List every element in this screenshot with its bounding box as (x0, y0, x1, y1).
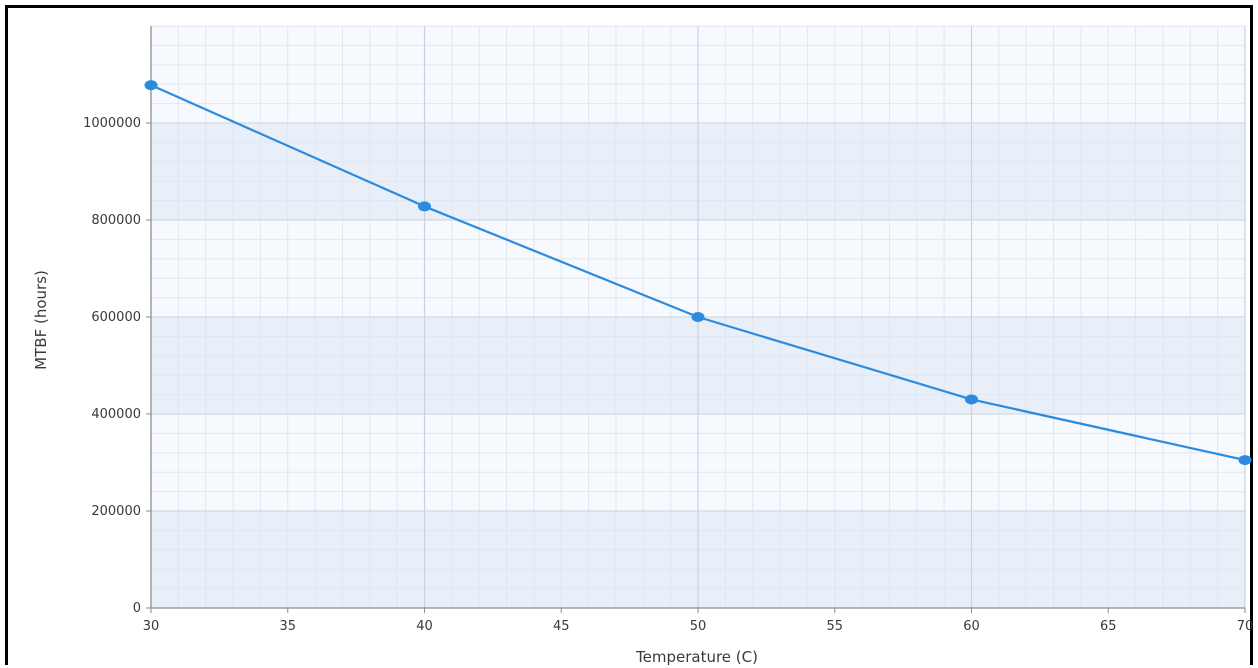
x-tick-label: 65 (1100, 619, 1117, 634)
y-tick-label: 200000 (91, 504, 141, 519)
x-tick-label: 50 (690, 619, 707, 634)
data-point (144, 80, 158, 91)
x-tick-label: 30 (143, 619, 160, 634)
x-tick-label: 35 (279, 619, 296, 634)
axes (146, 26, 1246, 613)
x-tick-labels: 30 35 40 45 50 55 60 65 70 (143, 619, 1254, 634)
y-tick-labels: 0 200000 400000 600000 800000 1000000 (83, 116, 141, 616)
y-axis-title: MTBF (hours) (32, 270, 50, 370)
data-point (418, 201, 431, 212)
y-tick-label: 800000 (91, 213, 141, 228)
data-point (965, 394, 978, 405)
x-tick-label: 40 (416, 619, 433, 634)
x-axis-title: Temperature (C) (635, 648, 758, 666)
x-tick-label: 55 (826, 619, 843, 634)
y-tick-label: 400000 (91, 407, 141, 422)
y-tick-label: 600000 (91, 310, 141, 325)
x-tick-label: 45 (553, 619, 570, 634)
series-group (144, 80, 1252, 466)
mtbf-line-chart: 30 35 40 45 50 55 60 65 70 0 200000 400000 600000 80… (32, 25, 1254, 666)
y-tick-label: 1000000 (83, 116, 141, 131)
chart-frame: 30 35 40 45 50 55 60 65 70 0 200000 400000 600000 80… (5, 5, 1253, 666)
data-point (1238, 455, 1252, 466)
x-tick-label: 60 (963, 619, 980, 634)
data-point (691, 312, 705, 322)
x-tick-label: 70 (1237, 619, 1254, 634)
y-tick-label: 0 (133, 601, 141, 616)
